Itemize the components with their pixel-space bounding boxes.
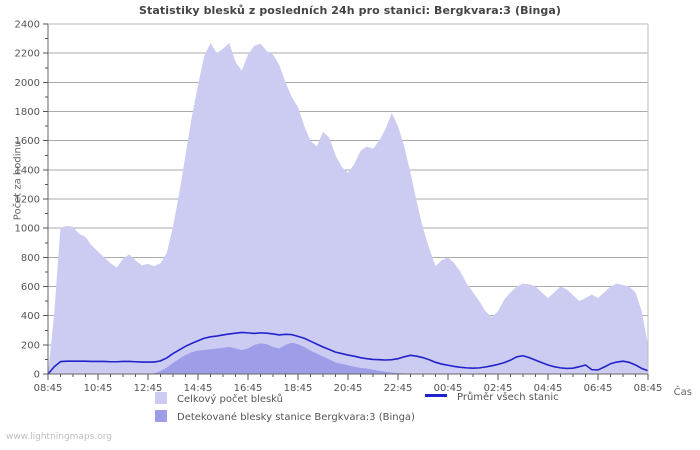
svg-text:10:45: 10:45	[84, 383, 113, 392]
svg-text:00:45: 00:45	[434, 383, 463, 392]
watermark: www.lightningmaps.org	[6, 432, 112, 442]
svg-text:800: 800	[21, 253, 40, 264]
legend-label-detected: Detekované blesky stanice Bergkvara:3 (B…	[177, 412, 415, 423]
chart-legend: Celkový počet blesků Detekované blesky s…	[0, 392, 700, 432]
svg-text:1200: 1200	[15, 195, 40, 206]
svg-text:1800: 1800	[15, 107, 40, 118]
page-title: Statistiky blesků z posledních 24h pro s…	[138, 4, 562, 17]
svg-text:16:45: 16:45	[234, 383, 263, 392]
plot-area: 0 200 400 600 800 1000 1200 1400 1600 1800 2000 220…	[15, 20, 663, 393]
svg-text:400: 400	[21, 311, 40, 322]
svg-text:1400: 1400	[15, 165, 40, 176]
legend-label-total: Celkový počet blesků	[177, 394, 284, 405]
svg-text:2200: 2200	[15, 49, 40, 60]
svg-text:08:45: 08:45	[34, 383, 63, 392]
x-axis-label: Čas	[673, 387, 692, 398]
legend-item-total: Celkový počet blesků	[155, 392, 283, 405]
svg-text:2000: 2000	[15, 78, 40, 89]
svg-text:04:45: 04:45	[534, 383, 563, 392]
svg-text:02:45: 02:45	[484, 383, 513, 392]
svg-text:08:45: 08:45	[634, 383, 663, 392]
legend-swatch-total	[155, 392, 167, 404]
svg-text:200: 200	[21, 340, 40, 351]
svg-text:22:45: 22:45	[384, 383, 413, 392]
svg-text:1000: 1000	[15, 224, 40, 235]
svg-text:18:45: 18:45	[284, 383, 313, 392]
svg-text:14:45: 14:45	[184, 383, 213, 392]
legend-swatch-average	[425, 394, 447, 397]
svg-text:600: 600	[21, 282, 40, 293]
svg-text:1600: 1600	[15, 136, 40, 147]
svg-text:20:45: 20:45	[334, 383, 363, 392]
legend-label-average: Průměr všech stanic	[457, 392, 559, 403]
legend-item-average: Průměr všech stanic	[425, 392, 559, 403]
svg-text:06:45: 06:45	[584, 383, 613, 392]
svg-text:0: 0	[34, 370, 40, 381]
svg-text:12:45: 12:45	[134, 383, 163, 392]
legend-swatch-detected	[155, 410, 167, 422]
legend-item-detected: Detekované blesky stanice Bergkvara:3 (B…	[155, 410, 415, 423]
svg-text:2400: 2400	[15, 20, 40, 31]
